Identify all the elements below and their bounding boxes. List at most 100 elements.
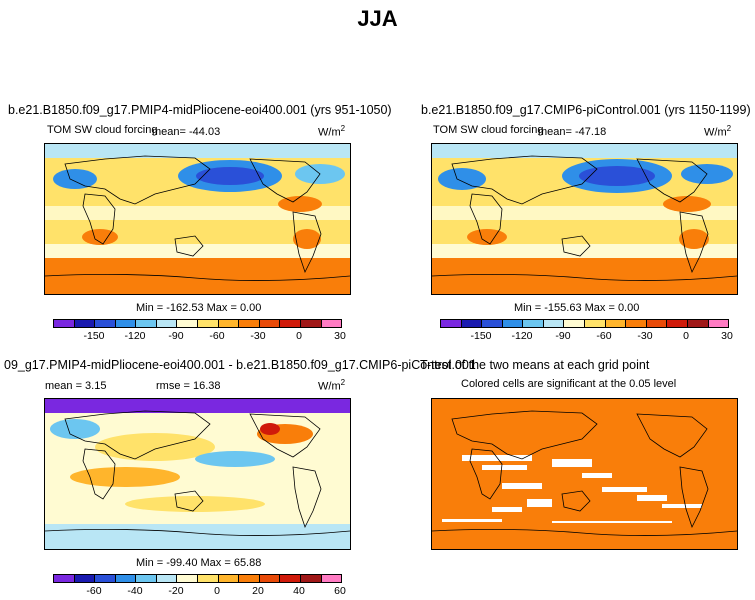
panel3-arctic-purple: [45, 399, 350, 413]
panel1-southern-band: [45, 256, 350, 294]
colorbar-swatch: [95, 320, 116, 327]
panel3-map-svg: [45, 399, 350, 549]
colorbar-swatch: [259, 575, 281, 582]
colorbar-swatch: [136, 575, 157, 582]
panel2-natlantic-blue: [438, 168, 486, 190]
colorbar-swatch: [321, 320, 342, 327]
panel1-arctic: [45, 144, 350, 158]
panel2-tropical-band: [432, 206, 737, 220]
colorbar-tick-label: 30: [721, 330, 733, 342]
panel2-southern-band: [432, 256, 737, 294]
colorbar-tick-label: -40: [127, 585, 143, 597]
panel1-sc-peru: [293, 229, 321, 249]
panel3-map: [44, 398, 351, 550]
panel3-cool-1: [50, 419, 100, 439]
colorbar-swatch: [564, 320, 586, 327]
colorbar-tick-label: -60: [596, 330, 612, 342]
panel1-map-svg: [45, 144, 350, 294]
panel4-title: T-test of the two means at each grid poi…: [420, 358, 650, 372]
panel2-sc-california: [663, 196, 711, 212]
panel2-colorbar-ticks: -150 -120 -90 -60 -30 0 30: [440, 330, 732, 344]
colorbar-swatch: [239, 320, 260, 327]
colorbar-tick-label: 60: [334, 585, 346, 597]
colorbar-swatch: [646, 320, 668, 327]
colorbar-swatch: [74, 320, 96, 327]
colorbar-tick-label: 20: [252, 585, 264, 597]
panel1-map: [44, 143, 351, 295]
panel2-map-svg: [432, 144, 737, 294]
panel2-mean: mean= -47.18: [538, 126, 607, 138]
colorbar-tick-label: -90: [555, 330, 571, 342]
panel1-units: W/m2: [318, 124, 346, 139]
colorbar-swatch: [136, 320, 157, 327]
colorbar-swatch: [218, 320, 240, 327]
panel3-cool-2: [195, 451, 275, 467]
colorbar-swatch: [667, 320, 688, 327]
colorbar-swatch: [156, 575, 178, 582]
panel1-coastlines: [45, 155, 350, 281]
colorbar-swatch: [543, 320, 565, 327]
panel2-map: [431, 143, 738, 295]
panel1-title: b.e21.B1850.f09_g17.PMIP4-midPliocene-eo…: [8, 103, 392, 117]
panel2-npacific-core: [579, 166, 655, 186]
panel1-mean: mean= -44.03: [152, 126, 221, 138]
panel4-coastlines: [432, 410, 737, 536]
colorbar-swatch: [280, 320, 301, 327]
colorbar-swatch: [626, 320, 647, 327]
colorbar-tick-label: -150: [470, 330, 492, 342]
colorbar-tick-label: -20: [168, 585, 184, 597]
panel1-sc-california: [278, 196, 322, 212]
panel3-southern-blue: [45, 524, 350, 549]
colorbar-swatch: [300, 575, 322, 582]
colorbar-swatch: [177, 575, 199, 582]
colorbar-swatch: [95, 575, 116, 582]
panel4-map-svg: [432, 399, 737, 549]
panel1-stats: Min = -162.53 Max = 0.00: [136, 302, 262, 314]
colorbar-swatch: [198, 575, 219, 582]
colorbar-swatch: [585, 320, 606, 327]
colorbar-swatch: [300, 320, 322, 327]
panel1-tropical-band: [45, 206, 350, 220]
colorbar-swatch: [605, 320, 627, 327]
colorbar-tick-label: 0: [214, 585, 220, 597]
colorbar-tick-label: 0: [683, 330, 689, 342]
panel4-map: [431, 398, 738, 550]
colorbar-swatch: [482, 320, 503, 327]
figure-title: JJA: [357, 6, 398, 31]
panel1-colorbar-ticks: -150 -120 -90 -60 -30 0 30: [53, 330, 345, 344]
colorbar-swatch: [441, 320, 462, 327]
colorbar-swatch: [280, 575, 301, 582]
colorbar-swatch: [54, 575, 75, 582]
panel3-warm-1: [95, 433, 215, 461]
panel3-coastlines: [45, 410, 350, 536]
colorbar-swatch: [198, 320, 219, 327]
panel1-sc-namibia: [82, 229, 118, 245]
panel2-sc-peru: [679, 229, 709, 249]
panel3-colorbar-ticks: -60 -40 -20 0 20 40 60: [53, 585, 345, 599]
colorbar-tick-label: -60: [209, 330, 225, 342]
colorbar-swatch: [461, 320, 483, 327]
panel1-natlantic-blue: [53, 169, 97, 189]
panel4-subtitle: Colored cells are significant at the 0.0…: [461, 378, 677, 390]
colorbar-tick-label: 30: [334, 330, 346, 342]
colorbar-swatch: [74, 575, 96, 582]
colorbar-swatch: [708, 320, 729, 327]
colorbar-tick-label: -120: [124, 330, 146, 342]
colorbar-swatch: [218, 575, 240, 582]
colorbar-tick-label: -90: [168, 330, 184, 342]
colorbar-swatch: [115, 575, 137, 582]
panel3-title: 09_g17.PMIP4-midPliocene-eoi400.001 - b.…: [4, 358, 476, 372]
colorbar-swatch: [54, 320, 75, 327]
colorbar-swatch: [259, 320, 281, 327]
panel1-npacific-core: [196, 167, 264, 185]
panel2-sc-namibia: [467, 229, 507, 245]
panel3-stats: Min = -99.40 Max = 65.88: [136, 557, 262, 569]
colorbar-tick-label: 40: [293, 585, 305, 597]
colorbar-swatch: [177, 320, 199, 327]
colorbar-swatch: [523, 320, 544, 327]
colorbar-swatch: [115, 320, 137, 327]
panel2-colorbar: [440, 319, 729, 328]
panel3-warm-4: [125, 496, 265, 512]
colorbar-tick-label: 0: [296, 330, 302, 342]
panel1-variable: TOM SW cloud forcing: [47, 124, 158, 136]
